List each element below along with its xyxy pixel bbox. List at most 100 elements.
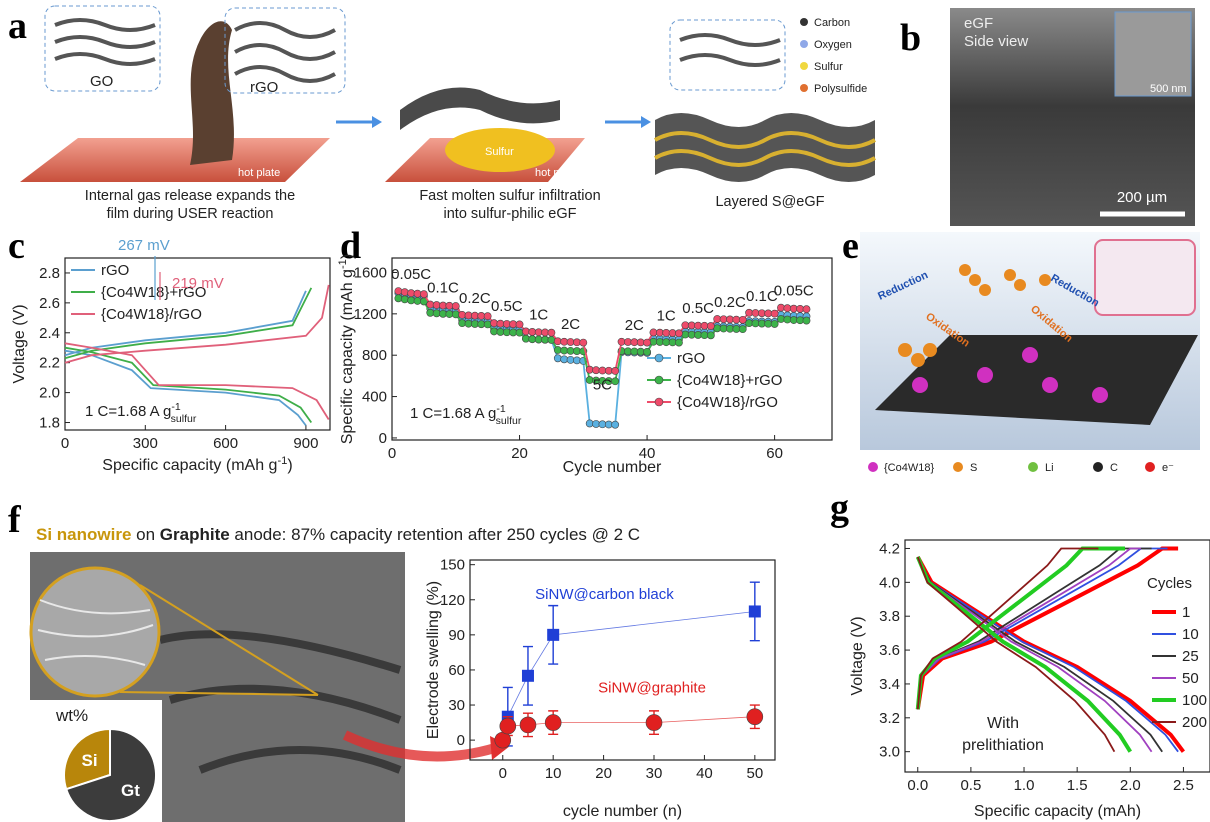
legend-label: Sulfur bbox=[814, 61, 843, 73]
panel-title: Si nanowire on Graphite anode: 87% capac… bbox=[36, 525, 640, 544]
annotation: 267 mV bbox=[118, 237, 170, 254]
point bbox=[771, 320, 778, 327]
y-tick-label: 0 bbox=[457, 732, 465, 749]
point bbox=[749, 605, 761, 617]
text-part: -1 bbox=[277, 455, 287, 467]
point bbox=[612, 378, 619, 385]
y-tick-label: 60 bbox=[448, 662, 465, 679]
sheet-lines bbox=[680, 35, 780, 65]
y-tick-label: 2.8 bbox=[39, 265, 60, 282]
x-tick-label: 0 bbox=[61, 435, 69, 452]
x-tick-label: 2.0 bbox=[1120, 777, 1141, 794]
caption: Layered S@eGF bbox=[715, 194, 824, 210]
point bbox=[500, 718, 516, 734]
text-part: Specific capacity (mAh g bbox=[339, 269, 356, 444]
text-part: ) bbox=[339, 254, 356, 259]
x-axis-label: Specific capacity (mAh) bbox=[974, 803, 1141, 820]
y-tick-label: 2.6 bbox=[39, 295, 60, 312]
point bbox=[643, 339, 650, 346]
y-tick-label: 4.0 bbox=[879, 574, 900, 591]
atom bbox=[923, 343, 937, 357]
x-tick-label: 1.5 bbox=[1067, 777, 1088, 794]
legend-dot bbox=[1028, 462, 1038, 472]
caption: Internal gas release expands the bbox=[85, 188, 295, 204]
y-tick-label: 2.2 bbox=[39, 355, 60, 372]
point bbox=[554, 355, 561, 362]
figure: a b c d e f g Carbon Oxygen Sulfur Polys… bbox=[0, 0, 1210, 822]
legend-label: rGO bbox=[101, 262, 129, 279]
x-tick-label: 2.5 bbox=[1173, 777, 1194, 794]
rate-label: 1C bbox=[529, 306, 548, 323]
legend-dot bbox=[868, 462, 878, 472]
atom bbox=[898, 343, 912, 357]
point bbox=[484, 321, 491, 328]
hot-plate bbox=[20, 138, 330, 182]
legend-label: Carbon bbox=[814, 17, 850, 29]
legend-label: 50 bbox=[1182, 670, 1199, 687]
caption: Fast molten sulfur infiltration bbox=[419, 188, 600, 204]
legend-label: {Co4W18}+rGO bbox=[677, 372, 782, 389]
y-tick-label: 150 bbox=[440, 557, 465, 574]
point bbox=[675, 339, 682, 346]
legend-dot bbox=[800, 18, 808, 26]
title-part: Si nanowire bbox=[36, 525, 131, 544]
point bbox=[771, 310, 778, 317]
legend-label: rGO bbox=[677, 350, 705, 367]
series-label: SiNW@carbon black bbox=[535, 586, 674, 603]
x-tick-label: 40 bbox=[696, 765, 713, 782]
point bbox=[643, 348, 650, 355]
rate-label: 0.2C bbox=[459, 290, 491, 307]
legend-label: 25 bbox=[1182, 648, 1199, 665]
y-tick-label: 30 bbox=[448, 697, 465, 714]
x-tick-label: 300 bbox=[133, 435, 158, 452]
x-axis-label: Specific capacity (mAh g-1) bbox=[102, 455, 292, 474]
scale-label: 200 µm bbox=[1117, 189, 1167, 206]
point bbox=[495, 732, 511, 748]
y-tick-label: 0 bbox=[379, 430, 387, 447]
x-tick-label: 20 bbox=[511, 445, 528, 462]
x-tick-label: 50 bbox=[746, 765, 763, 782]
bubble-label: rGO bbox=[250, 79, 278, 96]
text-part: -1 bbox=[337, 259, 349, 269]
title-part: anode: 87% capacity retention after 250 … bbox=[230, 525, 640, 544]
caption: film during USER reaction bbox=[107, 206, 274, 222]
point bbox=[545, 715, 561, 731]
legend-label: Polysulfide bbox=[814, 83, 867, 95]
slice-label: Si bbox=[82, 751, 98, 770]
film-sheet bbox=[400, 88, 560, 131]
legend-dot bbox=[953, 462, 963, 472]
legend-dot bbox=[1093, 462, 1103, 472]
y-tick-label: 90 bbox=[448, 627, 465, 644]
legend-label: 100 bbox=[1182, 692, 1207, 709]
y-tick-label: 2.0 bbox=[39, 385, 60, 402]
y-tick-label: 800 bbox=[362, 347, 387, 364]
x-tick-label: 0.0 bbox=[907, 777, 928, 794]
atom bbox=[911, 353, 925, 367]
atom bbox=[1004, 269, 1016, 281]
rate-label: 5C bbox=[593, 377, 612, 394]
point bbox=[646, 715, 662, 731]
text-part: sulfur bbox=[171, 413, 197, 425]
series-line bbox=[918, 549, 1131, 752]
panel-label: f bbox=[8, 499, 22, 541]
legend-title: Cycles bbox=[1147, 575, 1192, 592]
legend-label: e⁻ bbox=[1162, 462, 1174, 474]
x-tick-label: 900 bbox=[293, 435, 318, 452]
series-line bbox=[503, 717, 755, 740]
y-axis-label: Voltage (V) bbox=[849, 616, 866, 695]
sheet-lines bbox=[55, 20, 155, 64]
legend-marker bbox=[655, 354, 663, 362]
x-tick-label: 0.5 bbox=[960, 777, 981, 794]
legend-label: Li bbox=[1045, 462, 1054, 474]
y-axis-label: Specific capacity (mAh g-1) bbox=[337, 254, 356, 444]
point bbox=[580, 339, 587, 346]
y-tick-label: 3.6 bbox=[879, 642, 900, 659]
arrow-head bbox=[641, 116, 651, 128]
y-tick-label: 3.2 bbox=[879, 710, 900, 727]
x-tick-label: 60 bbox=[766, 445, 783, 462]
atom bbox=[1042, 377, 1058, 393]
atom bbox=[1014, 279, 1026, 291]
annotation: prelithiation bbox=[962, 737, 1044, 754]
annotation: 219 mV bbox=[172, 275, 224, 292]
x-tick-label: 0 bbox=[499, 765, 507, 782]
